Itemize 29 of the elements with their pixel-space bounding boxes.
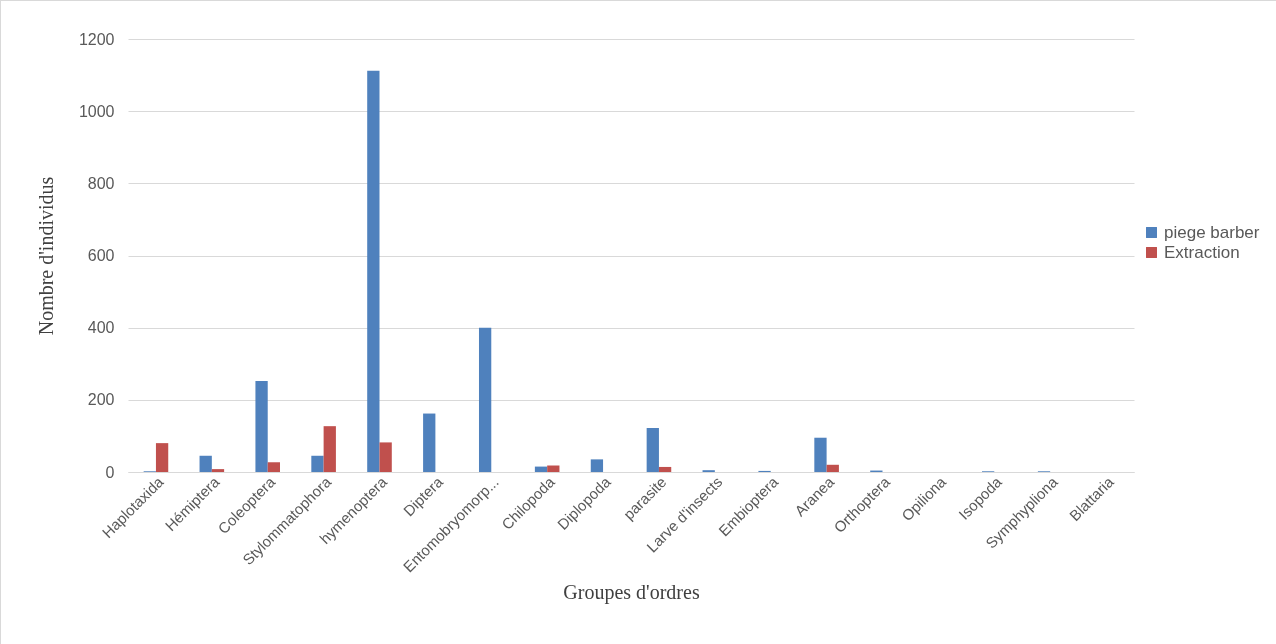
bar [646,427,659,472]
bar [199,455,212,472]
bar [478,327,492,472]
bar [814,437,827,472]
bar [534,466,548,472]
bar [423,413,436,472]
y-tick-label: 1000 [78,102,115,120]
legend-label: Extraction [1164,242,1240,262]
bar [311,455,324,472]
y-tick-label: 600 [87,247,115,264]
bar [211,469,225,472]
bar [267,462,281,472]
y-axis-title: Nombre d'individus [34,176,57,336]
y-tick-label: 800 [87,174,115,192]
bar [367,70,380,472]
bar [547,465,560,472]
bar [658,466,672,472]
bar [826,464,839,472]
bar [255,381,268,472]
y-tick-label: 200 [87,391,115,409]
y-tick-label: 1200 [78,30,115,48]
y-tick-label: 400 [87,319,115,337]
bar [379,442,392,472]
x-axis-title: Groupes d'ordres [563,581,700,605]
legend-label: piege barber [1164,222,1260,242]
y-tick-label: 0 [105,463,115,481]
bar [155,443,169,472]
bar [323,426,336,472]
bar [590,459,604,472]
